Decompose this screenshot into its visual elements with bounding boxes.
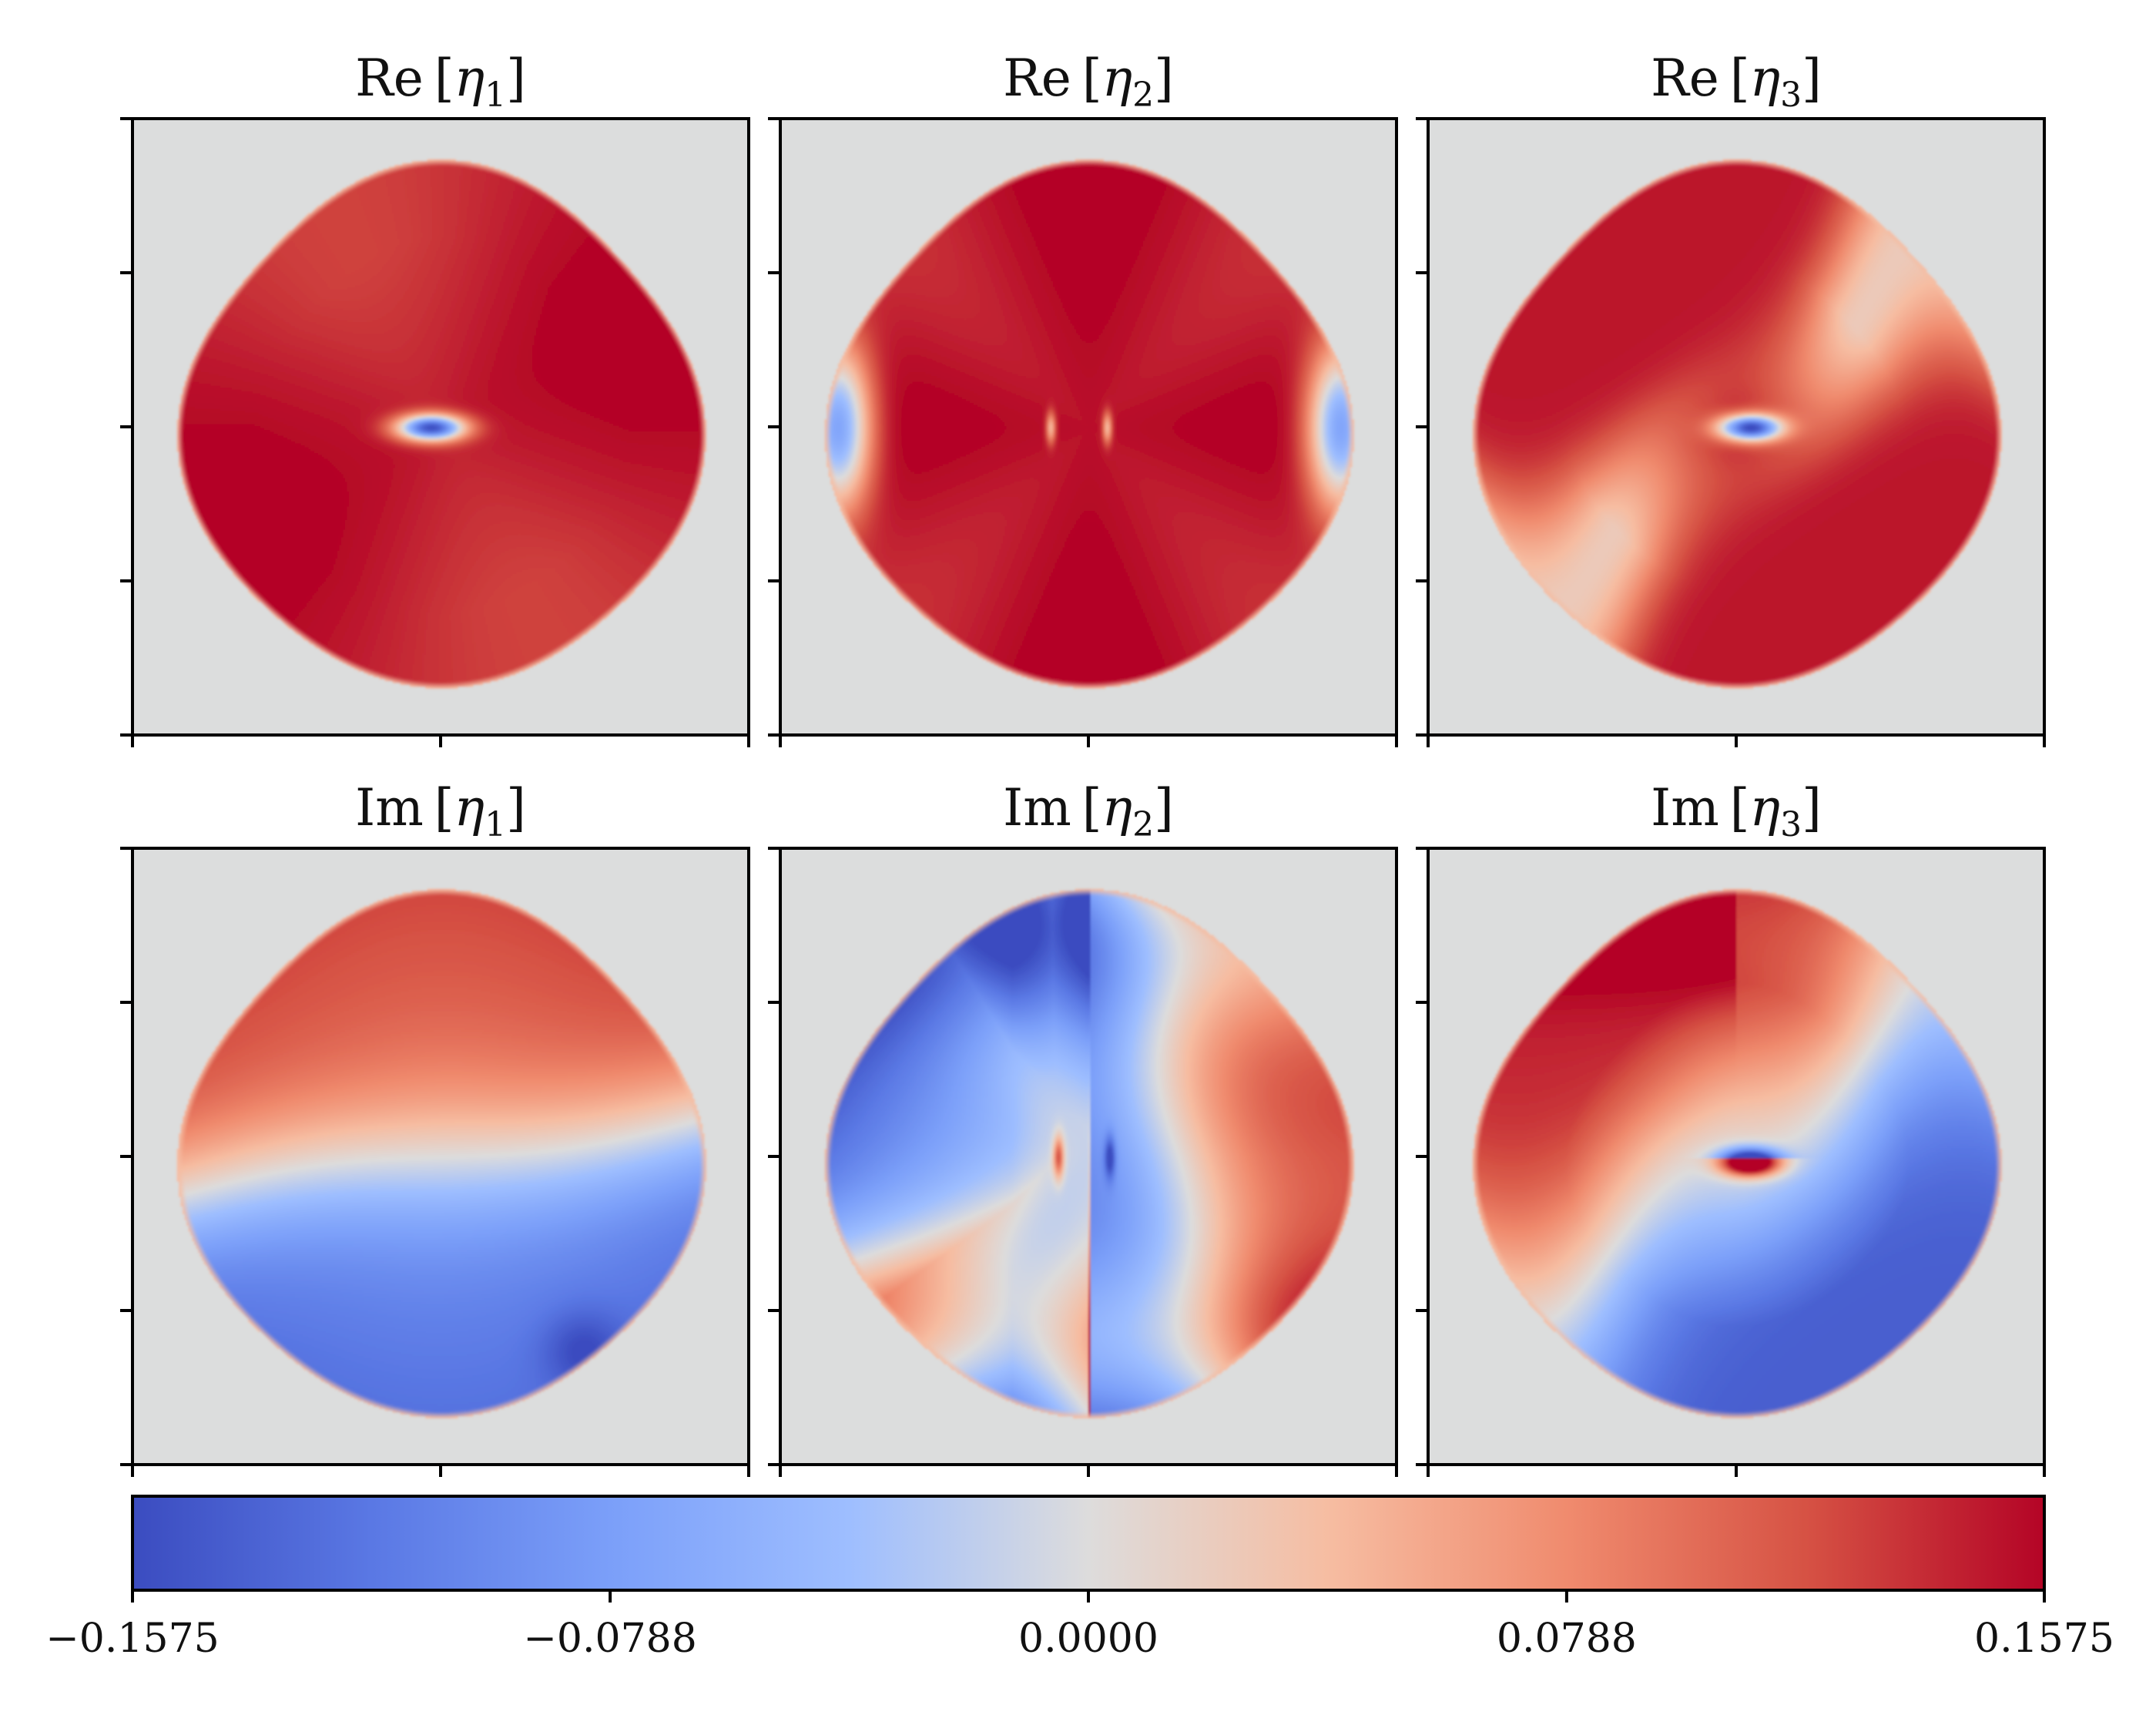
title-bracket-open: [ — [1082, 778, 1102, 837]
panels-grid: Re [η1] Re [η2] Re [η3]Im [η1] Im [η2] Im [η3] — [120, 49, 2046, 1477]
title-bracket-open: [ — [434, 49, 454, 108]
title-subscript: 1 — [485, 76, 506, 115]
title-subscript: 3 — [1780, 805, 1802, 844]
colorbar-gradient — [132, 1496, 2044, 1590]
panel-im-eta2: Im [η2] — [768, 778, 1398, 1477]
title-bracket-open: [ — [1730, 778, 1750, 837]
title-subscript: 2 — [1132, 76, 1154, 115]
title-bracket-close: ] — [506, 778, 526, 837]
colorbar-tick-label: 0.0000 — [1018, 1616, 1158, 1662]
title-bracket-open: [ — [1730, 49, 1750, 108]
panel-title: Im [η1] — [355, 778, 526, 844]
colorbar-tick-label: −0.1575 — [45, 1616, 220, 1662]
panel-title: Re [η3] — [1651, 49, 1822, 115]
heatmap-field — [132, 848, 749, 1465]
title-bracket-close: ] — [1154, 49, 1174, 108]
title-function: Im — [1651, 778, 1719, 837]
panel-title: Im [η3] — [1651, 778, 1822, 844]
title-bracket-close: ] — [506, 49, 526, 108]
heatmap-field — [780, 848, 1397, 1465]
colorbar: −0.1575 −0.0788 0.0000 0.0788 0.1575 — [45, 1495, 2114, 1662]
title-symbol: η — [1750, 49, 1781, 108]
title-bracket-open: [ — [434, 778, 454, 837]
title-function: Re — [1003, 49, 1071, 108]
title-subscript: 3 — [1780, 76, 1802, 115]
title-function: Re — [355, 49, 424, 108]
title-bracket-open: [ — [1082, 49, 1102, 108]
heatmap-field — [780, 119, 1397, 735]
title-subscript: 1 — [485, 805, 506, 844]
title-symbol: η — [454, 49, 485, 108]
panel-re-eta1: Re [η1] — [120, 49, 750, 747]
heatmap-field — [1428, 119, 2044, 735]
title-subscript: 2 — [1132, 805, 1154, 844]
panel-title: Re [η2] — [1003, 49, 1174, 115]
title-bracket-close: ] — [1802, 778, 1822, 837]
panel-re-eta2: Re [η2] — [768, 49, 1398, 747]
title-function: Re — [1651, 49, 1719, 108]
heatmap-field — [1428, 848, 2044, 1465]
colorbar-tick-label: 0.0788 — [1497, 1616, 1637, 1662]
title-symbol: η — [1102, 49, 1133, 108]
colorbar-tick-label: 0.1575 — [1974, 1616, 2114, 1662]
panel-re-eta3: Re [η3] — [1416, 49, 2046, 747]
title-bracket-close: ] — [1802, 49, 1822, 108]
panel-title: Re [η1] — [355, 49, 526, 115]
panel-title: Im [η2] — [1003, 778, 1174, 844]
colorbar-tick-label: −0.0788 — [523, 1616, 697, 1662]
heatmap-field — [132, 119, 749, 735]
title-symbol: η — [454, 778, 485, 837]
panel-im-eta3: Im [η3] — [1416, 778, 2046, 1477]
panel-im-eta1: Im [η1] — [120, 778, 750, 1477]
title-function: Im — [1003, 778, 1071, 837]
title-function: Im — [355, 778, 424, 837]
title-symbol: η — [1102, 778, 1133, 837]
title-symbol: η — [1750, 778, 1781, 837]
title-bracket-close: ] — [1154, 778, 1174, 837]
